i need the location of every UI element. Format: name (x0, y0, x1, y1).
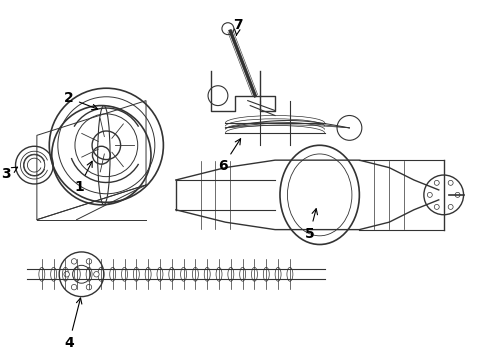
Circle shape (448, 204, 453, 210)
Text: 5: 5 (305, 209, 318, 240)
Ellipse shape (145, 267, 151, 281)
Ellipse shape (169, 267, 175, 281)
Ellipse shape (263, 267, 270, 281)
Circle shape (434, 180, 439, 185)
Ellipse shape (240, 267, 245, 281)
Circle shape (455, 192, 460, 197)
Ellipse shape (86, 267, 92, 281)
Text: 7: 7 (233, 18, 243, 35)
Ellipse shape (98, 267, 104, 281)
Ellipse shape (63, 267, 69, 281)
Ellipse shape (216, 267, 222, 281)
Text: 2: 2 (64, 91, 98, 110)
Circle shape (94, 271, 99, 277)
Text: 4: 4 (64, 298, 82, 350)
Circle shape (72, 258, 77, 264)
Circle shape (448, 180, 453, 185)
Text: 3: 3 (1, 167, 18, 181)
Circle shape (72, 284, 77, 290)
Ellipse shape (39, 267, 45, 281)
Ellipse shape (74, 267, 80, 281)
Ellipse shape (50, 267, 57, 281)
Text: 6: 6 (218, 139, 241, 173)
Circle shape (86, 284, 92, 290)
Ellipse shape (181, 267, 187, 281)
Ellipse shape (204, 267, 210, 281)
Circle shape (64, 271, 70, 277)
Ellipse shape (251, 267, 257, 281)
Circle shape (434, 204, 439, 210)
Circle shape (427, 192, 432, 197)
Circle shape (86, 258, 92, 264)
Ellipse shape (193, 267, 198, 281)
Ellipse shape (287, 267, 293, 281)
Ellipse shape (275, 267, 281, 281)
Text: 1: 1 (74, 161, 92, 194)
Ellipse shape (110, 267, 116, 281)
Ellipse shape (133, 267, 139, 281)
Ellipse shape (122, 267, 127, 281)
Ellipse shape (228, 267, 234, 281)
Ellipse shape (157, 267, 163, 281)
